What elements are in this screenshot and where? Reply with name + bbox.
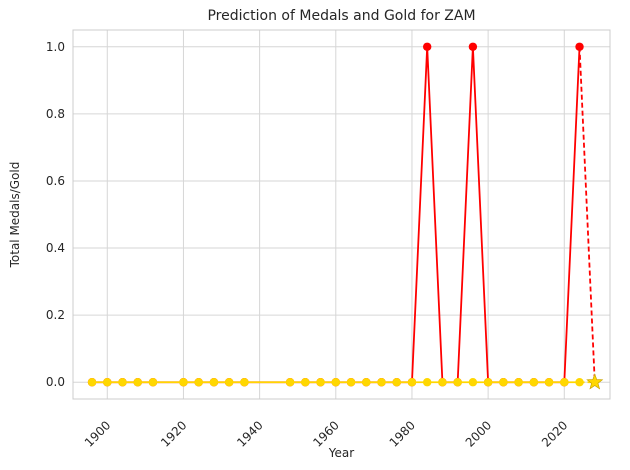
data-point (499, 378, 508, 387)
x-tick-label: 2000 (463, 418, 494, 449)
data-point (194, 378, 203, 387)
data-point (438, 378, 447, 387)
data-point (346, 378, 356, 387)
data-point (453, 378, 462, 387)
total-medals-prediction-line (578, 46, 596, 383)
data-point (87, 378, 97, 387)
data-point (544, 378, 554, 387)
data-point (331, 378, 340, 387)
data-point (118, 378, 127, 387)
data-point (560, 378, 569, 387)
data-point (392, 378, 401, 387)
x-tick-label: 2020 (539, 418, 570, 449)
x-tick-label: 1960 (310, 418, 341, 449)
y-tick-label: 0.2 (46, 308, 65, 322)
data-point (377, 378, 386, 387)
series-layer (87, 42, 604, 390)
data-point (422, 42, 432, 51)
plot-frame (72, 29, 611, 400)
y-tick-label: 0.0 (46, 375, 65, 389)
prediction-star-point (586, 373, 604, 390)
x-tick-label: 1920 (158, 418, 189, 449)
data-point (148, 378, 158, 387)
data-point (407, 378, 417, 387)
y-tick-label: 1.0 (46, 40, 65, 54)
data-point (133, 378, 142, 387)
data-point (483, 378, 493, 387)
x-tick-label: 1980 (387, 418, 418, 449)
data-point (103, 378, 112, 387)
x-axis-label: Year (328, 446, 354, 460)
data-point (468, 378, 478, 387)
data-point (514, 378, 523, 387)
data-point (224, 378, 234, 387)
x-tick-label: 1900 (82, 418, 113, 449)
gold-history-series (87, 378, 584, 387)
data-point (316, 378, 325, 387)
data-point (422, 378, 432, 387)
gold-prediction-series (579, 373, 604, 390)
y-axis-label: Total Medals/Gold (8, 162, 22, 269)
data-point (285, 378, 295, 387)
data-point (209, 378, 219, 387)
grid (73, 30, 610, 399)
data-point (362, 378, 371, 387)
y-tick-label: 0.6 (46, 174, 65, 188)
data-point (179, 378, 188, 387)
x-axis-ticks: 1900 1920 1940 1960 1980 2000 2020 (82, 418, 571, 449)
y-tick-label: 0.8 (46, 107, 65, 121)
y-tick-label: 0.4 (46, 241, 65, 255)
total-medals-prediction-series (578, 46, 604, 390)
data-point (240, 378, 249, 387)
x-tick-label: 1940 (234, 418, 265, 449)
data-point (468, 42, 478, 51)
chart-title: Prediction of Medals and Gold for ZAM (207, 8, 475, 24)
y-axis-ticks: 0.0 0.2 0.4 0.6 0.8 1.0 (46, 40, 65, 389)
data-point (529, 378, 539, 387)
data-point (301, 378, 310, 387)
